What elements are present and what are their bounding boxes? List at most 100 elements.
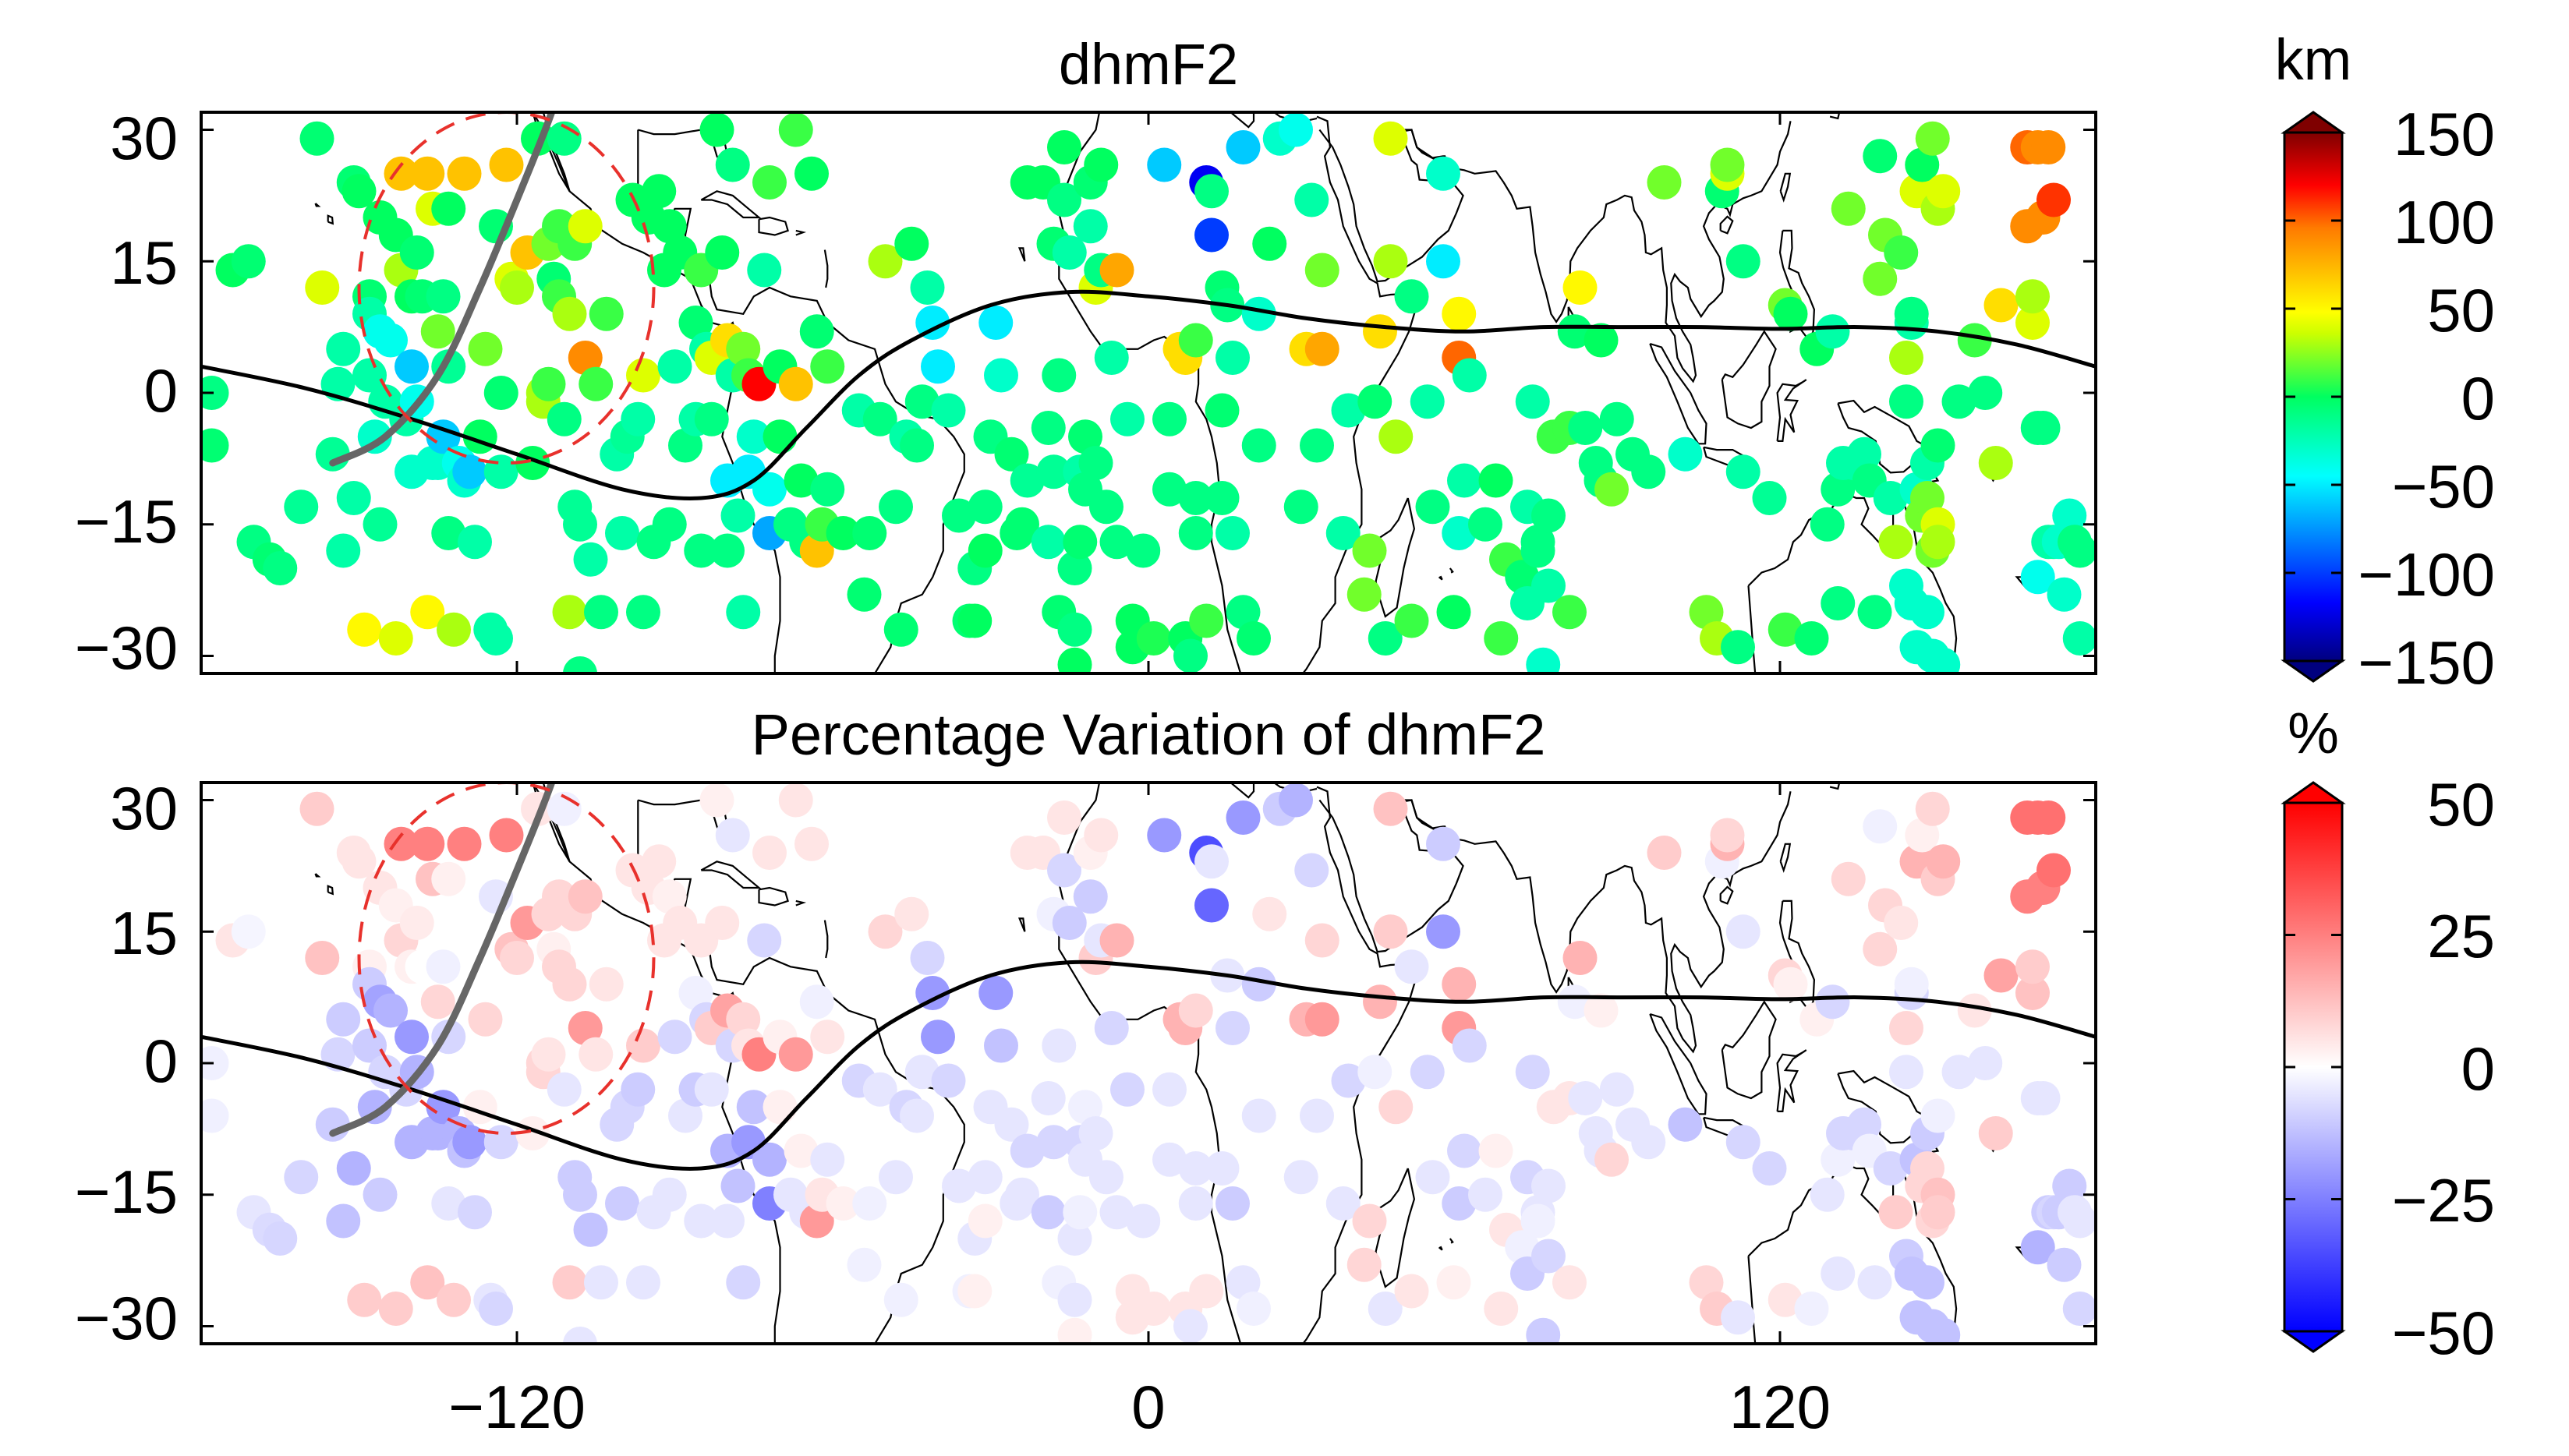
station-marker (1710, 147, 1745, 182)
station-marker (299, 791, 334, 826)
station-marker (1452, 358, 1487, 393)
station-marker (1821, 1256, 1856, 1291)
station-marker (1668, 1107, 1703, 1142)
station-marker (705, 906, 740, 940)
station-marker (458, 1195, 492, 1230)
coastline (1449, 1238, 1454, 1244)
station-marker (1373, 244, 1408, 279)
station-marker (479, 1292, 513, 1326)
station-marker (1794, 1292, 1829, 1326)
station-marker (1689, 1265, 1724, 1300)
station-marker (1331, 1063, 1366, 1098)
station-marker (642, 844, 677, 879)
y-tick-labels-top: 30 15 0 −15 −30 (75, 104, 178, 682)
station-marker (1094, 341, 1129, 375)
station-marker (201, 376, 229, 410)
station-marker (547, 1072, 582, 1107)
station-marker (1863, 139, 1898, 174)
station-marker (1810, 507, 1845, 542)
station-marker (352, 1028, 387, 1063)
station-marker (431, 191, 466, 226)
station-marker (1279, 783, 1313, 818)
station-marker (752, 165, 787, 200)
station-marker (994, 1107, 1029, 1142)
station-marker (862, 401, 897, 436)
station-markers (201, 783, 2096, 1344)
station-marker (584, 595, 618, 630)
coastline (758, 886, 789, 906)
station-marker (921, 1020, 955, 1055)
station-marker (1520, 1203, 1555, 1239)
colorbar-tick-label: −150 (2358, 628, 2495, 697)
station-marker (1905, 147, 1940, 182)
station-marker (1531, 1168, 1566, 1203)
station-marker (1063, 1195, 1098, 1230)
station-marker (1394, 1274, 1429, 1309)
station-marker (458, 525, 492, 560)
station-marker (657, 1020, 692, 1055)
station-marker (1884, 906, 1919, 940)
station-marker (1031, 411, 1066, 445)
station-marker (1905, 818, 1940, 853)
station-marker (794, 156, 829, 191)
station-marker (794, 826, 829, 861)
station-marker (500, 941, 534, 975)
station-marker (326, 1203, 361, 1239)
station-marker (1968, 1046, 2003, 1080)
coastline (1719, 215, 1734, 235)
station-marker (552, 296, 587, 331)
station-marker (1442, 967, 1477, 1002)
station-marker (1394, 949, 1429, 984)
station-marker (1352, 1203, 1387, 1239)
station-marker (1152, 401, 1187, 436)
station-marker (968, 1203, 1003, 1239)
colorbar-top: km 150 100 50 0 −50 −100 −150 (2275, 27, 2495, 697)
station-marker (1863, 931, 1898, 967)
colorbar-tick-label: 150 (2394, 100, 2495, 168)
station-marker (710, 1203, 745, 1239)
station-marker (563, 1177, 597, 1212)
axis-ticks-top (201, 112, 2096, 673)
station-marker (694, 1072, 729, 1107)
coastline (1779, 843, 1792, 873)
station-marker (1821, 586, 1856, 620)
station-marker (1178, 516, 1213, 550)
coastline (700, 190, 762, 219)
station-marker (1226, 130, 1261, 164)
station-marker (1215, 1011, 1250, 1045)
station-marker (1452, 1028, 1487, 1063)
colorbar-tick-label: −25 (2392, 1166, 2495, 1235)
station-marker (1042, 1028, 1077, 1063)
station-marker (2052, 498, 2087, 533)
y-tick-label: 30 (110, 104, 178, 172)
station-marker (904, 384, 939, 419)
station-marker (1415, 1160, 1450, 1195)
coastline (1318, 799, 1505, 953)
station-marker (1099, 253, 1134, 288)
station-marker (1010, 1133, 1045, 1168)
station-marker (1189, 603, 1224, 638)
station-marker (1057, 551, 1092, 585)
station-marker (1300, 428, 1334, 463)
station-marker (678, 306, 713, 340)
station-marker (341, 844, 377, 879)
station-marker (1099, 923, 1134, 958)
station-marker (1363, 314, 1397, 349)
station-marker (1110, 401, 1145, 436)
station-marker (2062, 1292, 2096, 1326)
station-marker (1910, 1265, 1944, 1300)
station-marker (1768, 1282, 1803, 1317)
station-marker (1436, 1265, 1471, 1300)
station-marker (1857, 1265, 1892, 1300)
station-marker (1325, 516, 1361, 550)
station-marker (810, 472, 845, 507)
station-marker (1089, 1160, 1123, 1195)
station-marker (326, 331, 361, 366)
station-marker (336, 481, 371, 515)
station-marker (1752, 1151, 1787, 1186)
station-marker (563, 1327, 597, 1344)
station-marker (1325, 1186, 1361, 1221)
station-marker (2047, 1247, 2082, 1282)
station-marker (552, 967, 587, 1002)
station-marker (1847, 1107, 1881, 1142)
